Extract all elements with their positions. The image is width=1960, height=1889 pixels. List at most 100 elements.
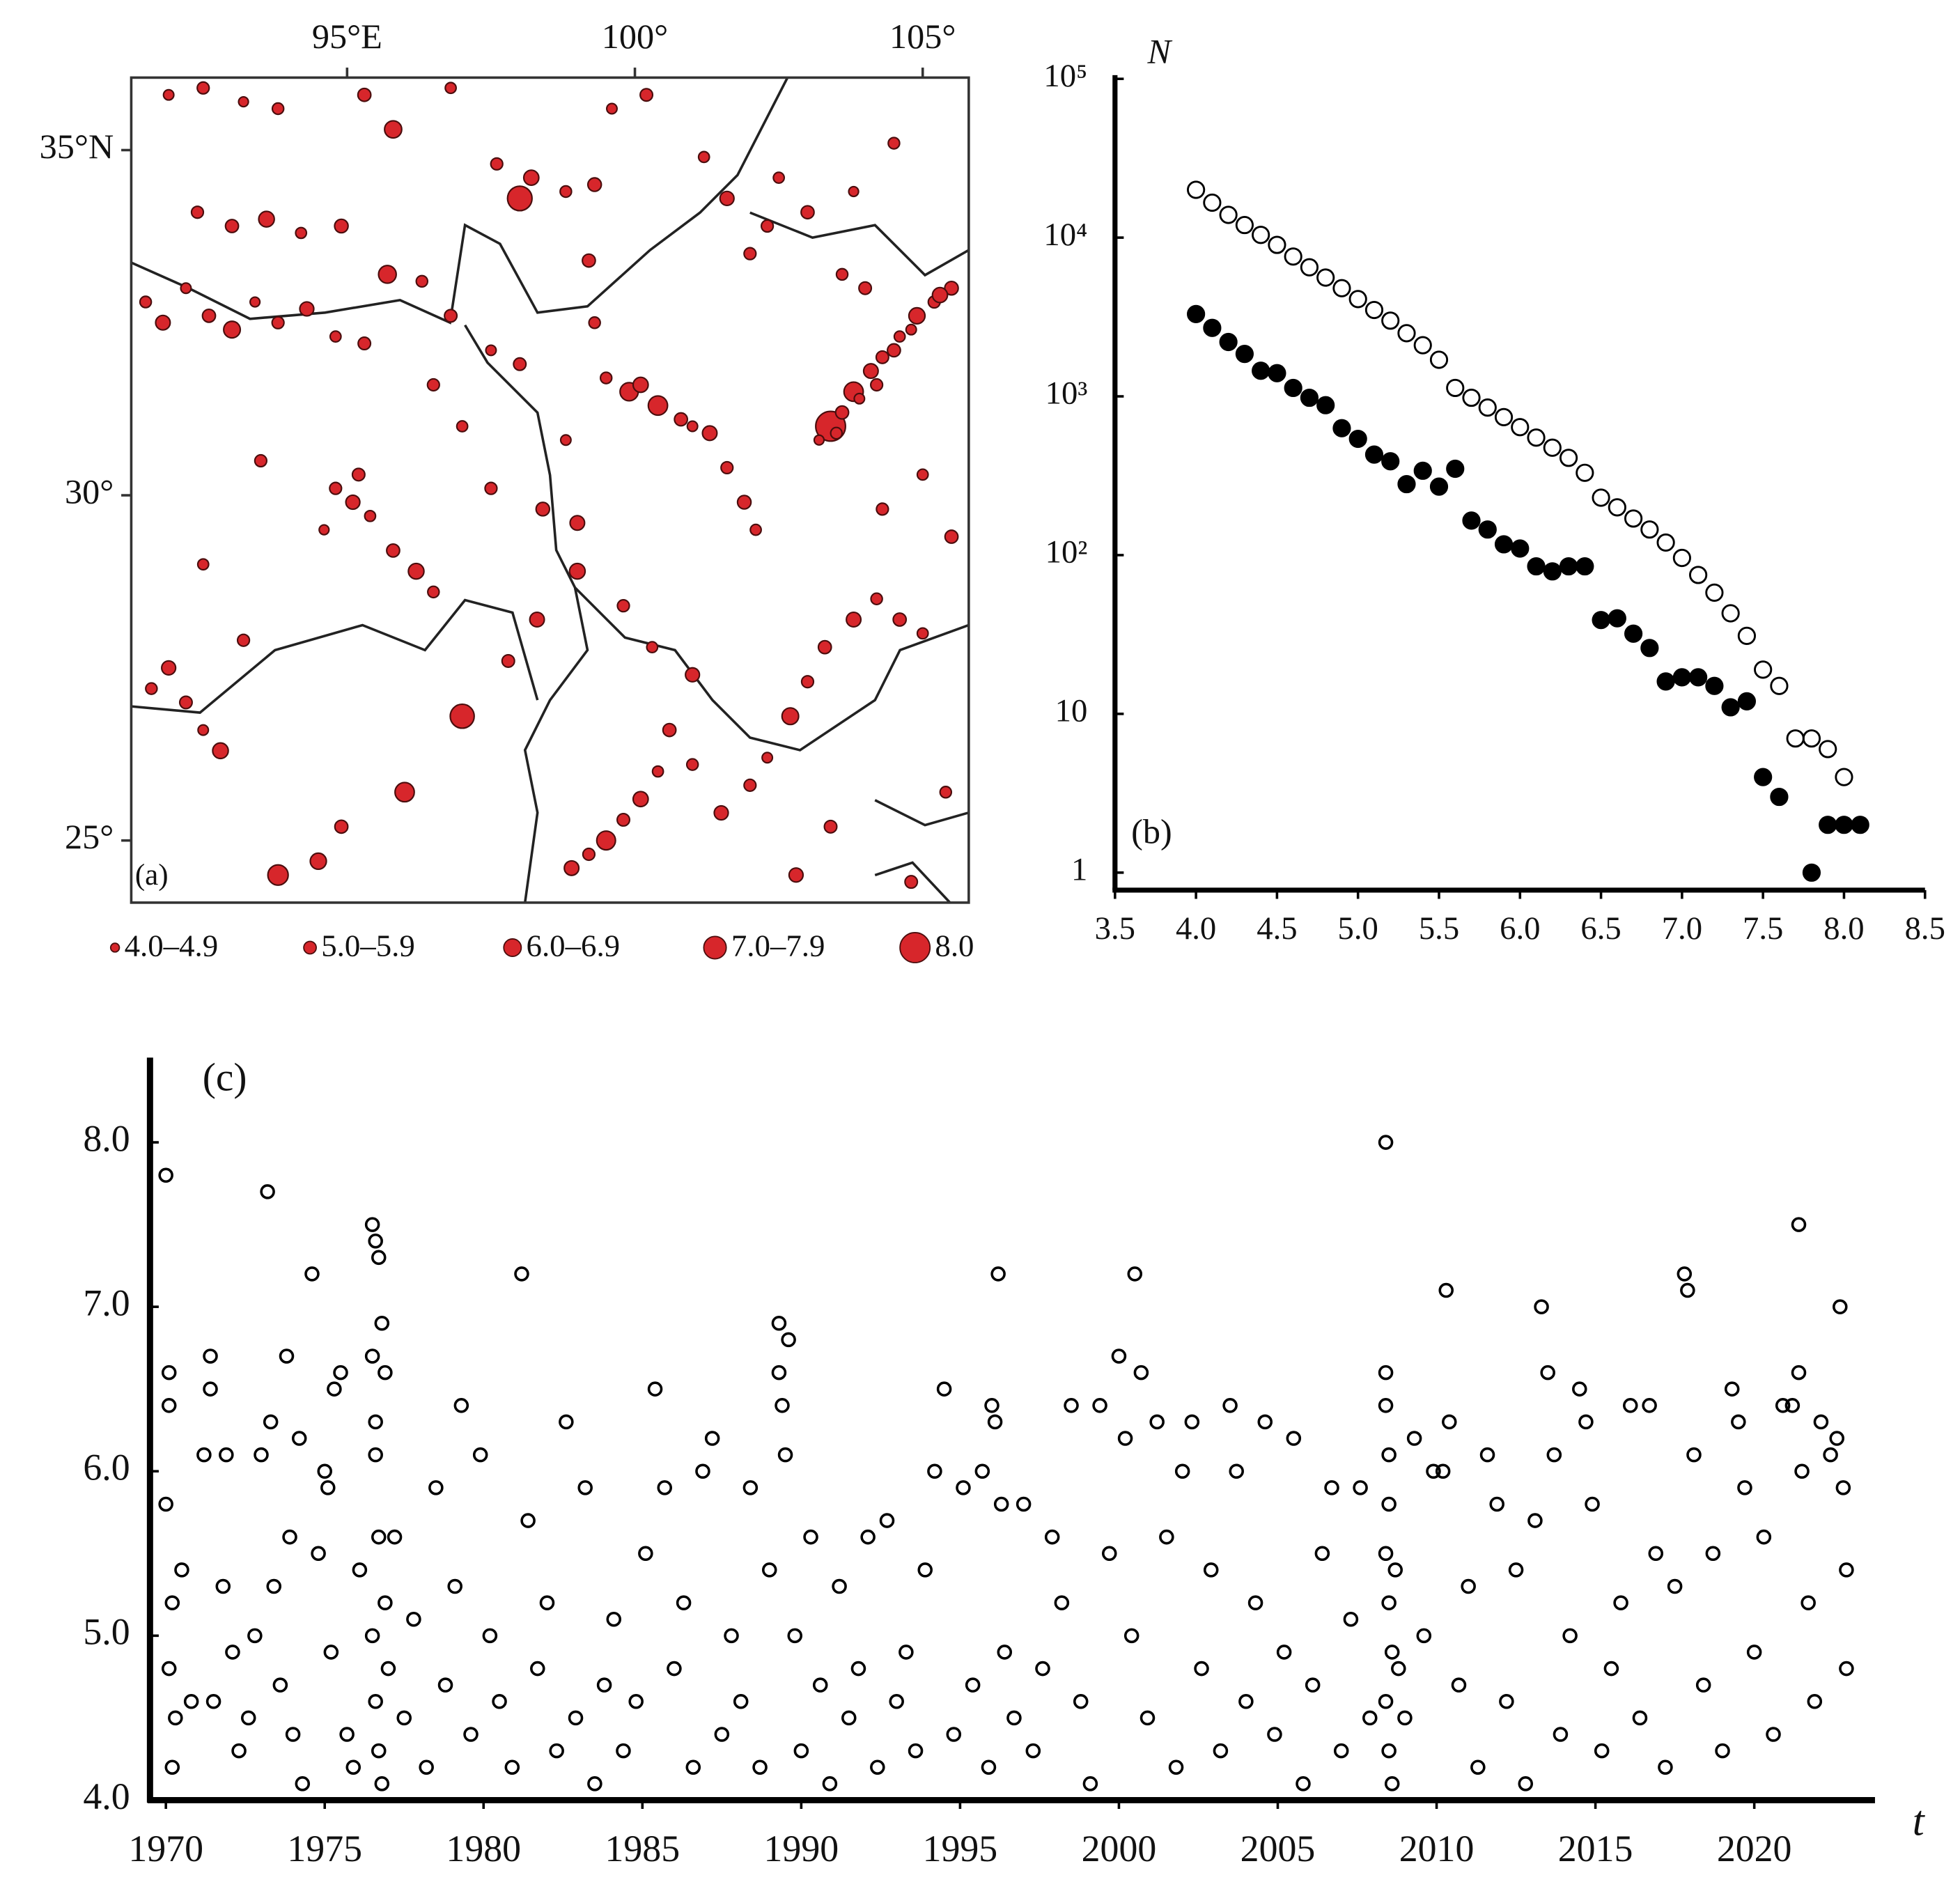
open-point [1572,1381,1587,1397]
epicenter [835,267,849,281]
y-tick-label: 10⁵ [1043,58,1087,94]
epicenter [582,847,596,862]
open-point [889,1694,904,1709]
open-point [1658,1759,1673,1775]
x-tick-label: 1980 [446,1828,521,1869]
open-point [1807,1694,1823,1709]
open-point [752,1759,768,1775]
y-tick-label: 10² [1045,534,1088,570]
x-tick-label: 5.5 [1419,910,1459,947]
filled-point [1478,520,1497,539]
epicenter [905,323,917,336]
epicenter [196,558,210,571]
epicenter [224,219,240,233]
open-point [1680,1282,1695,1298]
epicenter [501,653,515,668]
epicenter [351,467,366,482]
open-point [339,1727,355,1742]
open-point [1543,438,1562,457]
open-point [1168,1759,1184,1775]
open-point [812,1677,828,1693]
epicenter [870,378,884,392]
open-point [1247,1595,1263,1610]
open-point [1603,1661,1619,1677]
epicenter [632,376,649,394]
filled-point [1187,304,1206,323]
x-tick-label: 3.5 [1095,910,1135,947]
open-point [1397,324,1416,343]
open-point [1624,509,1643,528]
epicenter [384,120,403,139]
open-point [1413,336,1432,355]
open-point [371,1250,387,1266]
open-point [380,1661,396,1677]
open-point [1823,1447,1838,1463]
legend-label: 8.0 [935,928,974,963]
filled-point [1689,668,1708,687]
open-point [1203,193,1222,212]
y-tick-label: 1 [1071,852,1087,888]
open-point [161,1661,177,1677]
open-point [1462,388,1481,407]
epicenter [559,434,572,446]
open-point [161,1365,177,1381]
epicenter [813,434,825,446]
open-point [247,1628,263,1644]
border [749,211,970,277]
open-point [870,1759,885,1775]
epicenter [830,426,843,440]
epicenter [749,523,762,536]
open-point [453,1398,469,1413]
open-point [196,1447,212,1463]
open-point [936,1381,952,1397]
filled-point [1268,364,1286,382]
filled-point [1754,768,1773,786]
epicenter [616,599,630,613]
open-point [1378,1135,1394,1150]
open-point [378,1595,393,1610]
epicenter [162,88,175,101]
filled-point [1284,378,1302,398]
open-point [993,1496,1009,1512]
open-point [1381,1595,1397,1610]
open-point [1559,449,1578,467]
open-point [1705,583,1724,602]
epicenter [646,641,659,654]
open-point [428,1480,444,1495]
open-point [371,1529,387,1545]
y-tick-label: 6.0 [83,1447,130,1488]
open-point [158,1167,173,1183]
y-tick-label: 30° [65,472,114,511]
x-tick-label: 6.0 [1500,910,1540,947]
epicenter [848,185,860,198]
open-point [742,1480,759,1495]
open-point [587,1776,602,1791]
open-point [1194,1661,1209,1677]
open-point [1133,1365,1149,1381]
open-point [1686,1447,1702,1463]
x-tick-label: 2005 [1240,1828,1316,1869]
epicenter [484,481,498,495]
open-point [771,1315,787,1331]
open-point [1016,1496,1032,1512]
open-point [1534,1299,1549,1314]
legend-marker [303,940,317,955]
open-point [1746,1645,1762,1660]
filled-point [1624,624,1643,643]
epicenter [862,363,879,380]
open-point [984,1398,1000,1413]
epicenter [449,703,475,729]
filled-point [1737,692,1757,710]
open-point [1296,1776,1311,1791]
open-point [1585,1496,1600,1512]
open-point [419,1759,434,1775]
open-point [1238,1694,1254,1709]
open-point [378,1365,393,1381]
panel-label: (c) [203,1056,247,1100]
open-point [1766,1727,1781,1742]
open-point [437,1677,453,1693]
open-point [1362,1710,1378,1726]
legend-label: 7.0–7.9 [731,928,825,963]
legend-marker [503,938,522,957]
filled-point [1802,863,1821,882]
